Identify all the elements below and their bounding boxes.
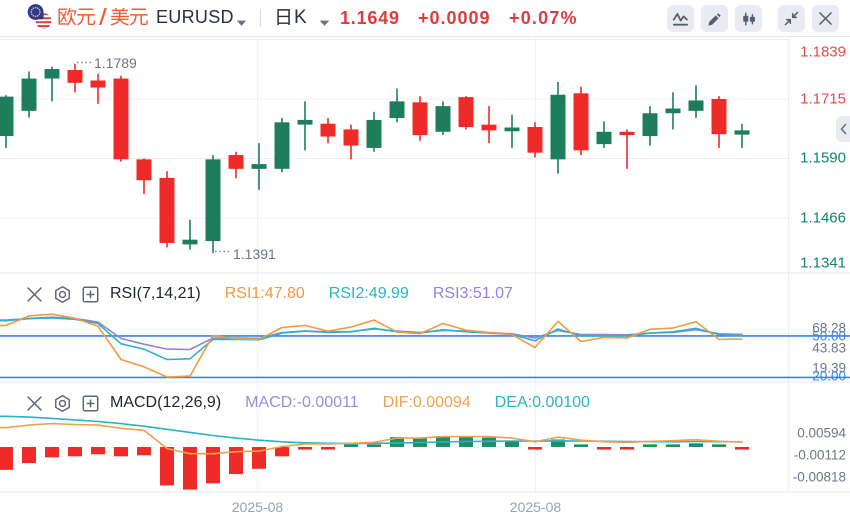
high-price-annotation: 1.1789 [94, 55, 137, 71]
rsi2-value: RSI2:49.99 [328, 285, 409, 302]
chevron-down-icon[interactable] [236, 14, 247, 32]
last-price: 1.1649 [340, 8, 400, 28]
indicator-tool-button[interactable] [667, 5, 694, 32]
macd-settings-icon[interactable] [52, 393, 72, 413]
dea-value: DEA:0.00100 [494, 394, 590, 411]
currency-pair-flag-icon [27, 3, 52, 30]
macd-panel-header: MACD(12,26,9) MACD:-0.00011 DIF:0.00094 … [24, 393, 590, 413]
rsi-scale-mid: 43.83 [812, 340, 846, 356]
pair-symbol[interactable]: EURUSD [156, 7, 234, 27]
price-axis-label: 1.1341 [800, 254, 846, 272]
price-axis-label: 1.1590 [800, 149, 846, 167]
collapse-button[interactable] [778, 5, 805, 32]
price-axis-label: 1.1839 [800, 43, 846, 61]
header-bar: 欧元/美元 EURUSD 日K K 1. [0, 0, 850, 37]
price-change-percent: +0.07% [509, 8, 578, 28]
price-change: +0.0009 [418, 8, 491, 28]
macd-add-icon[interactable] [80, 393, 100, 413]
low-price-annotation: 1.1391 [233, 246, 276, 262]
rsi-level-20: 20.00 [812, 368, 846, 383]
rsi-close-icon[interactable] [24, 284, 44, 304]
close-x-icon [819, 12, 832, 25]
candlestick-icon [742, 12, 755, 25]
rsi-add-icon[interactable] [80, 284, 100, 304]
timeframe-selector[interactable]: 日K K [274, 8, 307, 28]
draw-tool-button[interactable] [701, 5, 728, 32]
dif-value: DIF:0.00094 [382, 394, 471, 411]
timeframe-k: K [294, 7, 307, 28]
macd-close-icon[interactable] [24, 393, 44, 413]
chart-type-button[interactable] [735, 5, 762, 32]
rsi-scale-min: 19.39 [812, 360, 846, 376]
time-axis-label: 2025-08 [231, 499, 284, 515]
pencil-icon [707, 12, 721, 26]
indicator-wave-icon [672, 13, 689, 26]
header-divider [260, 9, 261, 27]
chevron-down-icon[interactable] [319, 14, 330, 32]
rsi-title[interactable]: RSI(7,14,21) [110, 285, 201, 302]
axis-collapse-handle[interactable] [836, 116, 850, 142]
rsi-panel-header: RSI(7,14,21) RSI1:47.80 RSI2:49.99 RSI3:… [24, 284, 513, 304]
rsi-level-50: 50.00 [812, 328, 846, 344]
macd-value: MACD:-0.00011 [245, 394, 359, 411]
macd-scale-max: 0.00594 [797, 425, 846, 441]
rsi1-value: RSI1:47.80 [224, 285, 305, 302]
time-axis-label: 2025-08 [509, 499, 562, 515]
macd-scale-min: -0.00818 [792, 469, 846, 485]
price-axis-label: 1.1466 [800, 209, 846, 227]
collapse-arrows-icon [784, 11, 799, 26]
rsi-scale-max: 68.28 [812, 320, 846, 336]
macd-scale-mid: -0.00112 [793, 447, 846, 463]
rsi3-value: RSI3:51.07 [432, 285, 513, 302]
price-axis-label: 1.1715 [800, 90, 846, 108]
close-button[interactable] [812, 5, 839, 32]
rsi-settings-icon[interactable] [52, 284, 72, 304]
pair-name[interactable]: 欧元/美元 [57, 8, 149, 28]
macd-title[interactable]: MACD(12,26,9) [110, 394, 222, 411]
